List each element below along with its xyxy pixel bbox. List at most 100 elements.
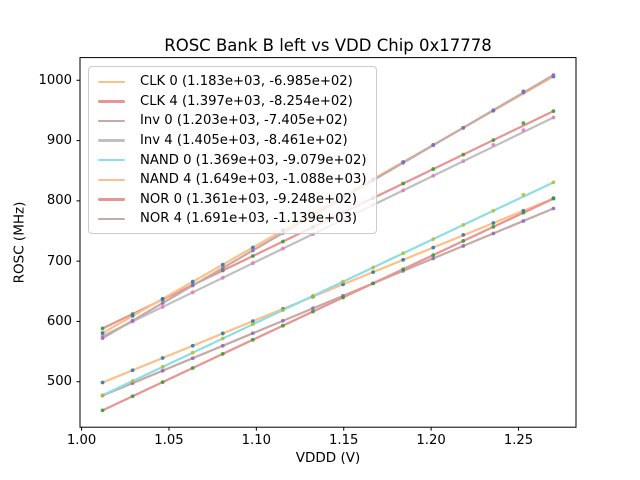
legend-line-swatch	[98, 158, 125, 162]
data-point-inv-0	[461, 244, 466, 248]
legend-item-label: CLK 0 (1.183e+03, -6.985e+02)	[140, 74, 353, 90]
data-point-nor-4	[401, 160, 406, 165]
data-point-nand-4	[220, 262, 225, 267]
data-point-nand-0	[311, 293, 315, 298]
data-point-nor-0	[431, 253, 436, 258]
legend-item-label: NOR 4 (1.691e+03, -1.139e+03)	[140, 211, 358, 227]
data-point-nor-0	[551, 196, 556, 201]
data-point-clk-0	[130, 368, 135, 373]
data-point-inv-4	[461, 159, 466, 164]
data-point-inv-0	[250, 331, 255, 336]
data-point-nor-4	[521, 90, 526, 95]
y-tick-label: 900	[46, 133, 72, 149]
legend-item: NAND 4 (1.649e+03, -1.088e+03)	[98, 170, 376, 190]
legend-item-label: NOR 0 (1.361e+03, -9.248e+02)	[140, 191, 358, 207]
legend-line-swatch	[98, 80, 125, 83]
data-point-inv-4	[491, 142, 496, 147]
x-tick-label: 1.25	[503, 433, 534, 448]
data-point-nor-0	[401, 267, 406, 272]
data-point-inv-0	[521, 219, 526, 223]
data-point-nor-0	[371, 281, 375, 286]
legend-line-swatch	[98, 100, 125, 103]
data-point-clk-0	[160, 356, 165, 360]
data-point-nand-0	[521, 192, 526, 197]
data-point-nor-0	[461, 239, 466, 243]
legend: CLK 0 (1.183e+03, -6.985e+02) CLK 4 (1.3…	[88, 66, 377, 234]
data-point-clk-4	[491, 138, 496, 143]
data-point-clk-4	[461, 152, 466, 157]
data-point-nor-0	[521, 210, 526, 215]
data-point-nor-4	[250, 248, 255, 253]
y-tick-label: 600	[46, 313, 72, 329]
data-point-clk-4	[100, 326, 105, 331]
data-point-nor-4	[220, 266, 225, 270]
x-axis-label: VDDD (V)	[295, 450, 361, 466]
data-point-inv-4	[401, 188, 406, 193]
data-point-nand-0	[341, 279, 345, 284]
data-point-nand-4	[100, 331, 105, 335]
data-point-nand-0	[250, 322, 255, 327]
legend-item: Inv 0 (1.203e+03, -7.405e+02)	[98, 111, 376, 131]
legend-item-label: Inv 4 (1.405e+03, -8.461e+02)	[140, 133, 348, 149]
data-point-nand-0	[190, 350, 195, 355]
y-tick-label: 500	[46, 374, 72, 390]
data-point-nand-0	[160, 365, 165, 369]
legend-item-label: Inv 0 (1.203e+03, -7.405e+02)	[140, 113, 348, 129]
legend-item-label: NAND 0 (1.369e+03, -9.079e+02)	[140, 152, 367, 168]
data-point-nor-4	[551, 73, 556, 77]
legend-item: NAND 0 (1.369e+03, -9.079e+02)	[98, 150, 376, 170]
data-point-nand-4	[250, 245, 255, 250]
legend-item-label: NAND 4 (1.649e+03, -1.088e+03)	[140, 172, 367, 188]
data-point-nor-0	[130, 394, 135, 399]
x-tick-label: 1.05	[154, 433, 184, 448]
data-point-clk-4	[431, 167, 436, 171]
y-tick-label: 800	[46, 193, 72, 209]
chart-title: ROSC Bank B left vs VDD Chip 0x17778	[164, 36, 492, 55]
data-point-inv-4	[281, 246, 285, 251]
x-tick-label: 1.10	[241, 433, 272, 448]
data-point-inv-0	[551, 206, 556, 211]
data-point-inv-0	[311, 306, 315, 311]
data-point-nor-4	[130, 318, 135, 323]
data-point-nand-0	[551, 180, 556, 185]
data-point-clk-0	[100, 380, 105, 385]
data-point-nand-0	[220, 336, 225, 341]
data-point-inv-4	[160, 305, 165, 309]
data-point-nor-4	[431, 143, 436, 148]
y-axis-label: ROSC (MHz)	[11, 201, 28, 284]
legend-item: CLK 4 (1.397e+03, -8.254e+02)	[98, 92, 376, 112]
data-point-clk-0	[190, 343, 195, 348]
data-point-inv-4	[551, 115, 556, 120]
legend-line-swatch	[98, 178, 125, 181]
data-point-inv-0	[190, 356, 195, 361]
data-point-nand-0	[130, 379, 135, 383]
data-point-nor-4	[160, 301, 165, 305]
fit-line-nand-0	[101, 181, 555, 397]
data-point-nor-4	[461, 125, 466, 130]
data-point-nor-0	[160, 380, 165, 385]
data-point-inv-0	[160, 368, 165, 373]
data-point-nand-0	[431, 237, 436, 242]
data-point-clk-0	[491, 221, 496, 225]
x-tick-label: 1.20	[416, 433, 446, 448]
data-point-nor-0	[311, 309, 315, 314]
data-point-clk-0	[250, 319, 255, 324]
data-point-nand-0	[371, 265, 375, 270]
data-point-nand-0	[281, 308, 285, 313]
data-point-inv-4	[431, 173, 436, 178]
legend-line-swatch	[98, 198, 125, 201]
data-point-inv-4	[250, 261, 255, 266]
fit-line-inv-0	[101, 207, 555, 397]
data-point-nor-0	[341, 295, 345, 300]
data-point-nand-0	[491, 208, 496, 213]
data-point-nor-4	[100, 336, 105, 341]
data-point-inv-0	[431, 256, 436, 261]
data-point-clk-4	[281, 239, 285, 244]
x-tick-label: 1.00	[66, 433, 97, 448]
y-tick-label: 700	[46, 253, 72, 269]
data-point-inv-0	[281, 318, 285, 323]
data-point-clk-0	[401, 257, 406, 262]
fit-line-clk-0	[101, 197, 555, 384]
axes-frame	[79, 57, 577, 428]
data-point-nor-0	[250, 337, 255, 342]
